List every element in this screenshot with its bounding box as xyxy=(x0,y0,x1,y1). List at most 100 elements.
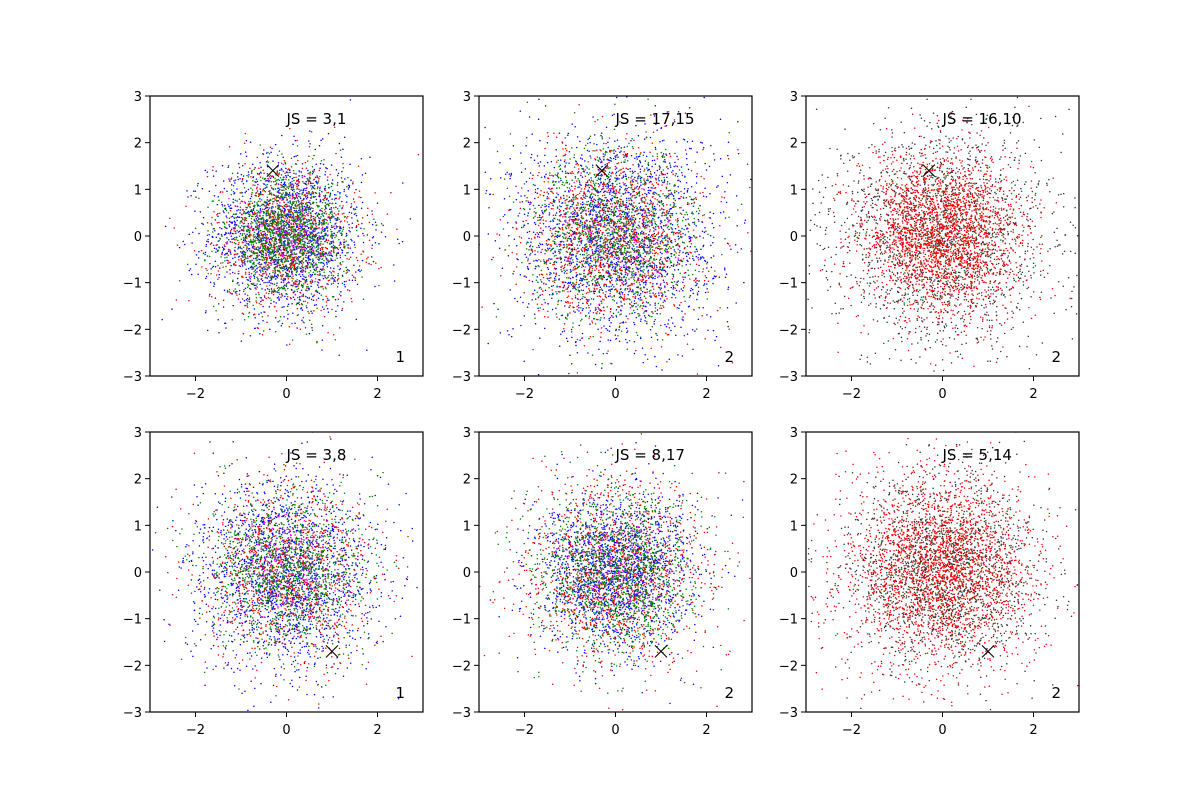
scatter-point xyxy=(197,273,199,276)
scatter-point xyxy=(263,281,265,284)
scatter-point xyxy=(248,174,250,176)
scatter-point xyxy=(268,292,270,295)
scatter-point xyxy=(345,280,347,283)
scatter-point xyxy=(311,281,314,283)
scatter-point xyxy=(288,275,290,278)
scatter-point xyxy=(297,247,300,249)
scatter-point xyxy=(237,298,240,300)
scatter-point xyxy=(254,212,257,215)
scatter-point xyxy=(276,215,279,217)
scatter-point xyxy=(318,195,321,198)
scatter-point xyxy=(318,217,320,219)
scatter-point xyxy=(312,237,314,239)
scatter-point xyxy=(287,260,290,262)
scatter-point xyxy=(298,207,301,210)
scatter-point xyxy=(228,220,231,223)
scatter-point xyxy=(499,177,502,179)
scatter-point xyxy=(283,230,285,232)
scatter-point xyxy=(302,253,304,256)
scatter-point xyxy=(252,207,255,210)
scatter-point xyxy=(296,145,299,147)
scatter-point xyxy=(309,252,311,254)
scatter-point xyxy=(253,308,256,310)
scatter-point xyxy=(247,210,249,213)
scatter-point xyxy=(237,248,239,250)
scatter-point xyxy=(339,241,342,244)
scatter-point xyxy=(292,240,295,242)
scatter-point xyxy=(301,250,304,252)
scatter-point xyxy=(249,241,251,244)
scatter-point xyxy=(343,247,346,249)
scatter-point xyxy=(250,209,252,211)
scatter-point xyxy=(259,188,261,190)
scatter-point xyxy=(244,191,246,194)
scatter-point xyxy=(246,230,248,233)
scatter-point xyxy=(672,288,674,290)
scatter-point xyxy=(314,240,316,242)
scatter-point xyxy=(298,170,301,173)
scatter-point xyxy=(295,210,297,212)
scatter-point xyxy=(357,223,360,226)
scatter-point xyxy=(248,202,251,205)
scatter-point xyxy=(256,201,258,204)
scatter-point xyxy=(211,235,214,238)
scatter-point xyxy=(362,241,365,244)
scatter-point xyxy=(355,318,358,321)
scatter-point xyxy=(334,247,337,249)
scatter-point xyxy=(273,222,275,224)
scatter-point xyxy=(254,215,257,218)
scatter-point xyxy=(236,224,238,227)
scatter-point xyxy=(274,211,277,213)
scatter-point xyxy=(194,210,196,212)
scatter-point xyxy=(303,227,305,230)
scatter-point xyxy=(245,237,248,239)
scatter-point xyxy=(307,263,309,265)
scatter-point xyxy=(253,277,256,279)
scatter-point xyxy=(230,264,232,267)
scatter-point xyxy=(205,267,207,270)
scatter-point xyxy=(258,254,260,256)
scatter-point xyxy=(323,269,325,271)
scatter-point xyxy=(300,289,303,292)
scatter-point xyxy=(574,296,577,299)
scatter-point xyxy=(299,328,302,330)
scatter-point xyxy=(333,279,336,281)
scatter-point xyxy=(307,275,310,277)
scatter-point xyxy=(241,179,244,181)
scatter-point xyxy=(678,229,680,232)
scatter-point xyxy=(222,180,225,182)
scatter-point xyxy=(244,304,246,307)
scatter-point xyxy=(673,293,675,296)
scatter-point xyxy=(309,212,312,214)
scatter-point xyxy=(305,229,307,231)
scatter-point xyxy=(309,199,311,202)
scatter-point xyxy=(262,169,264,171)
scatter-point xyxy=(301,319,303,322)
scatter-point xyxy=(278,298,280,300)
scatter-point xyxy=(242,175,245,177)
scatter-point xyxy=(327,280,330,282)
scatter-point xyxy=(279,220,282,222)
scatter-point xyxy=(274,238,276,241)
scatter-point xyxy=(285,215,287,218)
scatter-point xyxy=(303,231,305,233)
scatter-point xyxy=(241,180,243,183)
scatter-point xyxy=(296,180,298,182)
scatter-point xyxy=(354,279,357,282)
scatter-point xyxy=(577,171,580,173)
js-annotation: JS = 3,1 xyxy=(286,110,347,128)
scatter-point xyxy=(705,196,708,198)
scatter-point xyxy=(213,285,215,288)
scatter-point xyxy=(622,381,624,383)
scatter-point xyxy=(216,203,219,206)
scatter-point xyxy=(653,264,656,266)
scatter-point xyxy=(235,292,237,295)
scatter-point xyxy=(299,221,301,224)
scatter-point xyxy=(320,238,322,240)
scatter-point xyxy=(326,167,328,170)
scatter-point xyxy=(263,247,265,250)
scatter-point xyxy=(232,290,235,292)
scatter-point xyxy=(674,227,677,230)
scatter-point xyxy=(329,219,332,221)
scatter-point xyxy=(235,243,237,245)
